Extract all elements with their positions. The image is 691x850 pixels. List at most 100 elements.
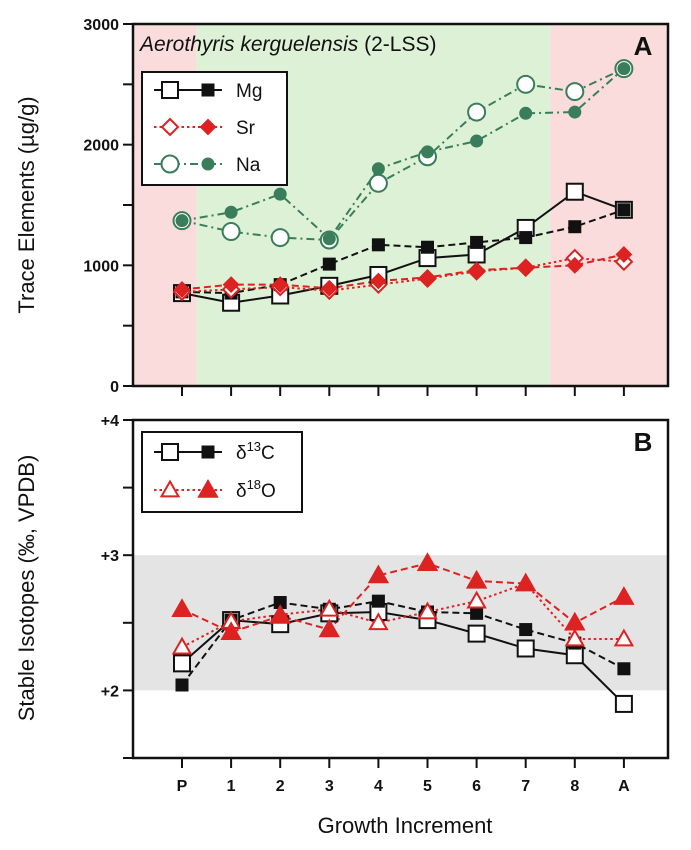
panel-a-point-1-6 [470,235,484,249]
panel-b-point-1-9 [617,662,631,676]
panel-a-ytick-label: 2000 [83,138,119,155]
panel-b-point-3-8 [564,611,586,631]
panel-b-point-3-2 [269,605,291,624]
panel-a-title-suffix: (2-LSS) [358,33,436,56]
panel-b-series-line-0 [181,610,625,705]
panel-a-title: Aerothyris kerguelensis (2-LSS) [138,33,436,56]
panel-b-letter: B [634,427,653,457]
panel-a-point-3-3 [320,279,338,297]
panel-b-point-0-8 [565,646,584,665]
panel-a-point-4-4 [368,173,388,193]
panel-b-ytick-label: +2 [101,683,119,700]
panel-a-series-line-1 [181,208,625,295]
x-tick-label: 5 [423,778,432,795]
panel-b-point-3-0 [171,598,193,618]
panel-a-ylabel: Trace Elements (µg/g) [14,96,39,313]
panel-b-legend-marker-open-1 [159,479,181,498]
panel-a-legend-label-2: Na [236,155,261,176]
panel-a-point-1-9 [617,203,631,217]
panel-b-point-3-6 [465,569,488,589]
panel-a-title-species: Aerothyris kerguelensis [138,33,359,56]
x-tick-label: 3 [325,778,334,795]
x-tick-label: 1 [227,778,236,795]
panel-b-point-0-0 [173,654,191,673]
panel-a-point-1-3 [322,257,336,271]
x-tick-label: 8 [570,778,579,795]
panel-a-legend-marker-filled-2 [201,157,215,171]
panel-a: 0 1000 2000 3000 Aerothyris kerguelensis (2… [14,17,670,396]
panel-b-point-3-9 [613,586,635,605]
panel-a-point-3-5 [419,268,436,286]
panel-a-series [172,59,634,312]
panel-a-point-3-6 [468,261,486,279]
panel-a-point-5-0 [175,214,189,228]
panel-a-point-5-8 [568,105,582,119]
panel-a-point-1-7 [519,231,533,245]
x-axis-label: Growth Increment [318,813,493,838]
panel-a-ytick-label: 1000 [83,258,119,275]
panel-a-legend-marker-open-2 [160,154,180,174]
panel-a-legend-marker-filled-0 [201,83,215,97]
panel-b-point-3-5 [416,552,439,572]
panel-a-point-5-9 [617,62,631,76]
x-tick-label: 2 [276,778,285,795]
panel-a-point-4-6 [467,102,487,122]
panel-a-point-5-2 [273,187,287,201]
x-tick-label: 6 [472,778,481,795]
panel-a-point-1-4 [371,238,385,252]
x-tick-label: 4 [374,778,383,795]
panel-a-series-line-5 [181,67,625,241]
panel-a-legend: Mg Sr Na [141,71,288,186]
panel-b-point-2-6 [466,590,487,609]
panel-a-point-3-4 [369,272,387,290]
panel-b-series-line-1 [181,600,625,686]
panel-b-point-0-6 [467,624,486,643]
panel-b-point-3-3 [318,618,341,638]
x-tick-label: 7 [521,778,530,795]
panel-b-legend: δ13C δ18O [141,431,303,513]
panel-a-point-5-7 [519,106,533,120]
panel-b-point-2-8 [564,628,586,647]
panel-b-legend-marker-filled-0 [201,445,215,459]
panel-b-point-2-9 [613,628,635,647]
panel-b-legend-marker-open-0 [161,443,179,461]
panel-a-ticks: 0 1000 2000 3000 [83,17,625,396]
panel-a-legend-label-0: Mg [236,81,262,102]
panel-b-point-2-4 [368,612,389,631]
panel-b-point-1-6 [470,606,484,620]
panel-b-legend-label-0: δ13C [236,439,275,464]
panel-b-point-2-0 [171,636,193,655]
panel-a-legend-label-1: Sr [236,118,256,139]
x-tick-label: A [618,778,630,795]
panel-b-point-2-3 [319,598,340,617]
panel-a-series-line-2 [181,257,624,293]
panel-a-series-line-4 [181,67,625,242]
panel-b-shaded-range [133,555,668,691]
panel-a-point-5-4 [371,162,385,176]
panel-a-point-4-8 [565,82,585,102]
panel-b: +2 +3 +4 B δ13C δ18O Stable Isotopes (‰, VP… [14,413,670,768]
panel-b-point-1-0 [175,678,189,692]
panel-a-point-3-9 [615,246,633,263]
panel-a-series-line-3 [181,253,625,291]
panel-b-legend-marker-filled-1 [197,478,219,498]
panel-a-point-1-8 [568,220,582,234]
panel-b-ticks: +2 +3 +4 [101,413,625,768]
panel-b-series-line-3 [181,562,625,634]
panel-b-legend-label-1: δ18O [236,477,276,502]
panel-a-ytick-label: 3000 [83,17,119,34]
panel-b-point-1-7 [519,623,533,637]
x-tick-labels: P 1 2 3 4 5 6 7 8 A [177,778,630,795]
panel-b-point-3-4 [367,564,390,584]
panel-a-point-0-8 [565,182,584,201]
panel-a-point-3-0 [173,281,191,298]
panel-a-point-4-1 [221,222,241,242]
panel-a-point-3-1 [222,276,240,294]
panel-a-point-5-5 [421,145,434,159]
panel-b-background [133,555,668,691]
panel-b-frame [131,418,670,760]
panel-a-series-line-0 [181,190,625,304]
panel-a-point-4-7 [516,74,536,94]
panel-a-legend-marker-filled-1 [199,118,217,136]
panel-b-point-0-7 [516,639,535,658]
